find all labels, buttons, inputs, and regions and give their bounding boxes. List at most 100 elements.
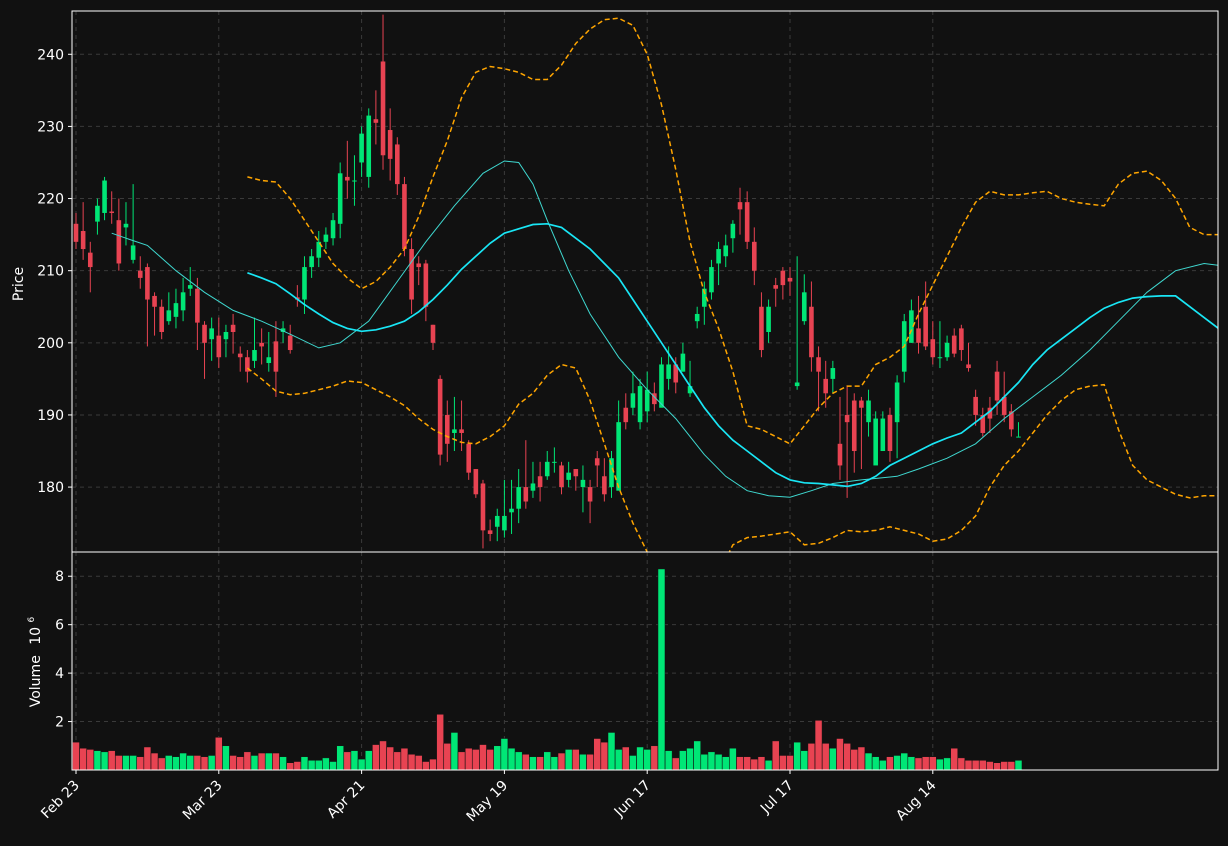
candle-body: [844, 414, 850, 423]
candle-body: [630, 393, 636, 408]
candlesticks: [73, 14, 1021, 549]
date-tick-label: May 19: [464, 778, 512, 826]
volume-bar: [836, 738, 844, 771]
volume-bar: [200, 756, 209, 771]
volume-bar: [457, 751, 466, 771]
candle-body: [694, 313, 700, 322]
volume-panel-grid: [72, 552, 1218, 770]
candle-body: [402, 184, 407, 250]
price-axis-label: Price: [11, 267, 27, 301]
candle-body: [252, 350, 257, 361]
volume-tick-label: 4: [55, 666, 64, 682]
candle-body: [73, 223, 79, 242]
candle-body: [373, 119, 379, 123]
volume-bar: [514, 751, 523, 771]
volume-bar: [793, 741, 801, 771]
volume-bar: [86, 749, 95, 771]
candle-body: [937, 357, 943, 359]
volume-bar: [936, 758, 944, 771]
date-tick-label: Apr 21: [324, 778, 368, 822]
indicator-lines: [111, 17, 1218, 552]
candle-body: [80, 231, 86, 250]
volume-bar: [607, 732, 616, 771]
candle-body: [502, 515, 507, 531]
volume-bar: [522, 754, 530, 771]
volume-bar: [1007, 761, 1016, 771]
candle-body: [566, 472, 571, 480]
candle-body: [245, 357, 250, 372]
volume-bar: [886, 756, 894, 771]
candle-body: [87, 252, 93, 268]
volume-bar: [343, 751, 352, 771]
candle-body: [737, 202, 743, 210]
volume-bar: [143, 746, 152, 771]
candle-body: [809, 306, 814, 358]
volume-bar: [964, 760, 973, 771]
volume-bar: [207, 755, 216, 771]
date-tick-label: Mar 23: [180, 778, 226, 824]
volume-bar: [429, 758, 437, 771]
candle-body: [145, 267, 150, 300]
volume-bar: [236, 756, 244, 771]
candle-body: [801, 292, 807, 322]
candle-body: [580, 479, 586, 488]
candle-body: [287, 335, 293, 351]
candle-body: [437, 378, 443, 455]
volume-bar: [93, 750, 102, 771]
candle-body: [637, 386, 643, 423]
candle-body: [766, 306, 771, 332]
candle-body: [773, 285, 779, 289]
date-tick-label: Feb 23: [38, 778, 83, 823]
candle-body: [116, 220, 122, 264]
candle-body: [387, 130, 393, 159]
candle-body: [137, 270, 143, 278]
price-tick-label: 180: [37, 480, 64, 496]
candle-body: [509, 508, 514, 513]
candle-body: [530, 483, 536, 491]
candle-body: [216, 335, 222, 358]
volume-bar: [272, 752, 280, 771]
volume-bar: [400, 747, 409, 771]
volume-bar: [122, 755, 130, 771]
volume-bar: [686, 747, 694, 771]
candle-body: [152, 295, 157, 307]
candle-body: [787, 277, 793, 282]
candle-body: [380, 61, 386, 156]
volume-tick-label: 8: [55, 569, 64, 585]
candle-body: [230, 324, 236, 332]
volume-bar: [693, 740, 701, 771]
volume-bar: [564, 749, 573, 771]
volume-bar: [407, 754, 416, 771]
volume-bar: [879, 760, 887, 771]
volume-bar: [529, 756, 537, 771]
volume-bar: [293, 761, 302, 771]
candle-body: [687, 386, 693, 394]
volume-axis-label-text: Volume: [28, 655, 44, 707]
candle-body: [709, 267, 714, 293]
volume-axis: 2 4 6 8: [55, 569, 72, 731]
candle-body: [666, 364, 671, 379]
volume-bar: [807, 743, 816, 771]
volume-bar: [286, 762, 294, 771]
candle-body: [616, 422, 621, 491]
volume-bar: [357, 758, 366, 771]
candle-body: [337, 173, 343, 224]
volume-bar: [372, 744, 380, 771]
price-tick-label: 210: [37, 264, 64, 280]
volume-bar: [736, 756, 744, 771]
candle-body: [994, 371, 1000, 401]
volume-bar: [507, 747, 516, 771]
volume-bar: [800, 750, 809, 771]
candle-body: [887, 414, 893, 452]
price-panel-grid: [72, 11, 1218, 552]
date-tick-label: Jun 17: [611, 778, 654, 821]
candle-body: [109, 211, 114, 213]
indicator-line: [247, 17, 1218, 445]
candle-body: [851, 400, 857, 452]
volume-bar: [493, 745, 502, 771]
candle-body: [716, 249, 721, 264]
volume-bar: [986, 761, 994, 771]
volume-bar: [72, 741, 80, 771]
volume-bar: [929, 756, 937, 771]
